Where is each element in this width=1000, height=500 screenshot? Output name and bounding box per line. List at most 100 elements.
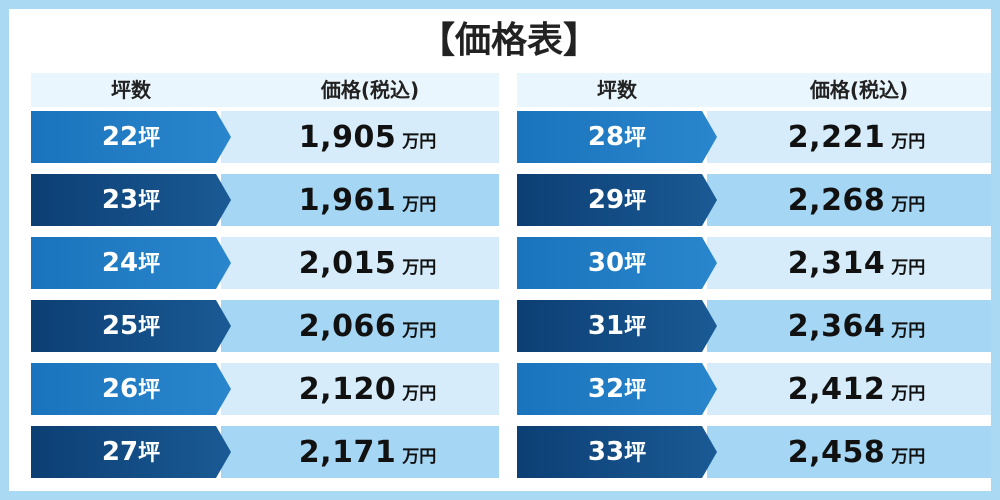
price-value: 1,905 万円 (236, 111, 499, 163)
price-number: 2,314 (787, 246, 886, 281)
price-cell-background (221, 237, 499, 289)
right-table-row: 30坪 2,314 万円 (517, 237, 991, 289)
price-unit: 万円 (402, 195, 437, 215)
price-value: 2,221 万円 (722, 111, 991, 163)
tsubo-number: 22 (101, 122, 139, 152)
tsubo-number: 30 (587, 248, 625, 278)
tsubo-number: 25 (101, 311, 139, 341)
price-cell-background (221, 426, 499, 478)
right-table-row: 32坪 2,412 万円 (517, 363, 991, 415)
right-table-row: 28坪 2,221 万円 (517, 111, 991, 163)
price-number: 2,120 (298, 372, 397, 407)
right-table-row: 33坪 2,458 万円 (517, 426, 991, 478)
tsubo-number: 28 (587, 122, 625, 152)
tsubo-unit: 坪 (624, 315, 647, 340)
tsubo-unit: 坪 (138, 378, 161, 403)
tsubo-unit: 坪 (138, 252, 161, 277)
price-unit: 万円 (891, 195, 926, 215)
tsubo-number: 31 (587, 311, 625, 341)
price-number: 2,458 (787, 435, 886, 470)
price-value: 2,412 万円 (722, 363, 991, 415)
tsubo-arrow-label: 26坪 (31, 363, 231, 415)
tsubo-unit: 坪 (138, 189, 161, 214)
tsubo-number: 27 (101, 437, 139, 467)
price-unit: 万円 (402, 258, 437, 278)
tsubo-number: 29 (587, 185, 625, 215)
price-cell-background (221, 363, 499, 415)
price-cell-background (707, 174, 991, 226)
tsubo-unit: 坪 (138, 315, 161, 340)
left-table-row: 22坪 1,905 万円 (31, 111, 499, 163)
left-table-header: 坪数 価格(税込) (31, 73, 499, 107)
price-value: 2,364 万円 (722, 300, 991, 352)
header-tsubo-right: 坪数 (597, 78, 637, 102)
tsubo-arrow-label: 28坪 (517, 111, 717, 163)
price-cell-background (707, 426, 991, 478)
tsubo-number: 24 (101, 248, 139, 278)
price-number: 2,171 (298, 435, 397, 470)
price-value: 2,314 万円 (722, 237, 991, 289)
tsubo-number: 23 (101, 185, 139, 215)
tsubo-arrow-label: 22坪 (31, 111, 231, 163)
price-value: 1,961 万円 (236, 174, 499, 226)
header-price-left: 価格(税込) (320, 78, 420, 102)
tsubo-unit: 坪 (624, 252, 647, 277)
price-value: 2,120 万円 (236, 363, 499, 415)
tsubo-unit: 坪 (624, 378, 647, 403)
tsubo-number: 26 (101, 374, 139, 404)
price-unit: 万円 (891, 321, 926, 341)
tsubo-arrow-label: 27坪 (31, 426, 231, 478)
tsubo-arrow-label: 24坪 (31, 237, 231, 289)
tsubo-number: 33 (587, 437, 625, 467)
price-unit: 万円 (402, 321, 437, 341)
tsubo-arrow-label: 32坪 (517, 363, 717, 415)
price-unit: 万円 (891, 384, 926, 404)
left-table-row: 27坪 2,171 万円 (31, 426, 499, 478)
price-unit: 万円 (891, 132, 926, 152)
tsubo-unit: 坪 (138, 441, 161, 466)
price-unit: 万円 (402, 447, 437, 467)
price-number: 2,268 (787, 183, 886, 218)
right-table-header: 坪数 価格(税込) (517, 73, 991, 107)
left-table-row: 23坪 1,961 万円 (31, 174, 499, 226)
price-cell-background (221, 300, 499, 352)
page-title: 【価格表】 (418, 20, 599, 61)
left-table-row: 26坪 2,120 万円 (31, 363, 499, 415)
price-number: 2,412 (787, 372, 886, 407)
tsubo-arrow-label: 29坪 (517, 174, 717, 226)
right-table-row: 29坪 2,268 万円 (517, 174, 991, 226)
header-price-right: 価格(税込) (809, 78, 909, 102)
price-unit: 万円 (402, 132, 437, 152)
tsubo-arrow-label: 30坪 (517, 237, 717, 289)
tsubo-arrow-label: 33坪 (517, 426, 717, 478)
price-value: 2,066 万円 (236, 300, 499, 352)
price-value: 2,458 万円 (722, 426, 991, 478)
price-value: 2,268 万円 (722, 174, 991, 226)
tsubo-arrow-label: 31坪 (517, 300, 717, 352)
tsubo-unit: 坪 (624, 126, 647, 151)
price-cell-background (707, 237, 991, 289)
price-number: 2,066 (298, 309, 397, 344)
price-cell-background (221, 174, 499, 226)
price-unit: 万円 (402, 384, 437, 404)
price-number: 1,961 (298, 183, 397, 218)
price-unit: 万円 (891, 258, 926, 278)
right-table-row: 31坪 2,364 万円 (517, 300, 991, 352)
header-tsubo-left: 坪数 (111, 78, 151, 102)
price-value: 2,015 万円 (236, 237, 499, 289)
tsubo-unit: 坪 (624, 189, 647, 214)
left-table-row: 25坪 2,066 万円 (31, 300, 499, 352)
price-cell-background (221, 111, 499, 163)
tsubo-arrow-label: 23坪 (31, 174, 231, 226)
price-cell-background (707, 300, 991, 352)
price-number: 2,015 (298, 246, 397, 281)
price-number: 2,221 (787, 120, 886, 155)
tsubo-arrow-label: 25坪 (31, 300, 231, 352)
price-number: 2,364 (787, 309, 886, 344)
left-table-row: 24坪 2,015 万円 (31, 237, 499, 289)
tsubo-number: 32 (587, 374, 625, 404)
price-cell-background (707, 363, 991, 415)
tsubo-unit: 坪 (138, 126, 161, 151)
price-value: 2,171 万円 (236, 426, 499, 478)
